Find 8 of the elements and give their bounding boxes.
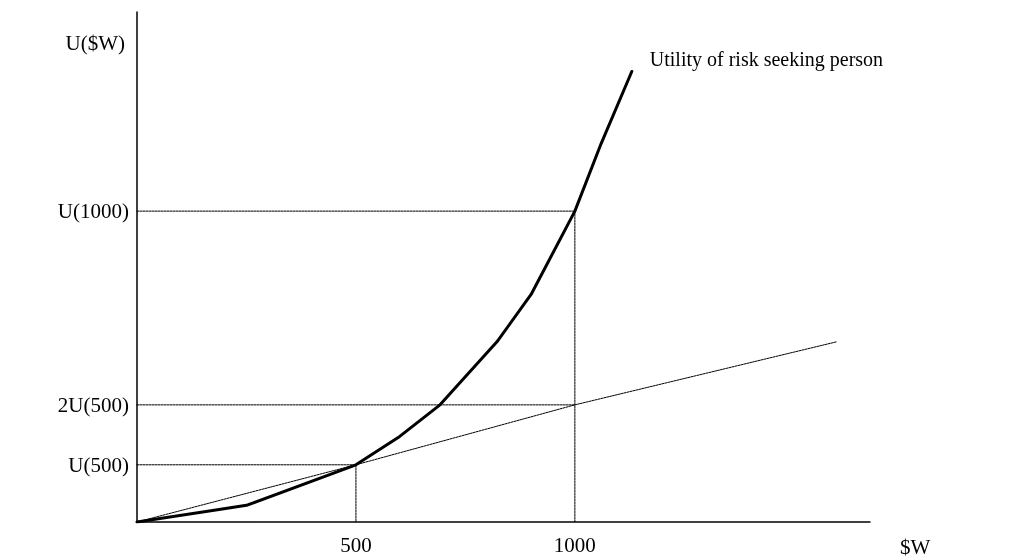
x-axis-title: $W (900, 534, 931, 558)
series-label: 2U(500) (57, 392, 129, 417)
x-tick-label: 500 (340, 532, 372, 557)
series-label: Utility of risk seeking person (649, 48, 884, 72)
series-label: U(1000) (57, 199, 129, 224)
x-tick-label: 1000 (553, 532, 596, 557)
y-axis-title: U($W) (65, 30, 125, 55)
series-label: U(500) (68, 452, 129, 477)
